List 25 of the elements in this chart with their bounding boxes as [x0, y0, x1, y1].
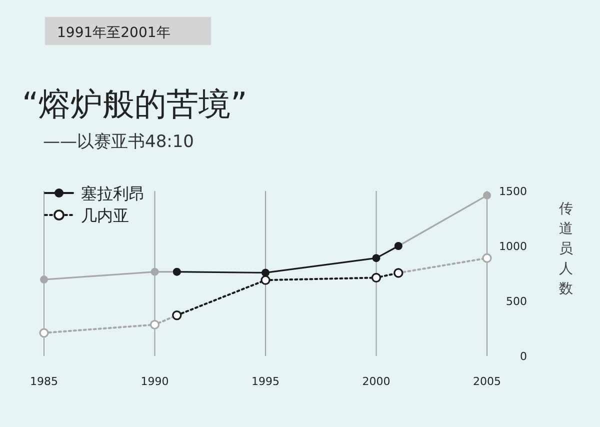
point	[260, 275, 270, 285]
x-tick-label: 1990	[140, 375, 169, 388]
x-tick-label: 1985	[30, 375, 58, 388]
legend-label: 塞拉利昂	[81, 184, 145, 203]
x-tick-label: 2005	[473, 375, 501, 388]
chart-subtitle: ——以赛亚书48:10	[43, 132, 194, 152]
point	[483, 191, 491, 200]
x-tick-label: 2000	[362, 375, 390, 388]
y-axis-title: 传道员人数	[559, 201, 573, 297]
point	[39, 328, 49, 338]
y-tick-label: 0	[520, 350, 527, 363]
y-tick-label: 500	[506, 295, 527, 308]
point	[372, 254, 380, 262]
point	[262, 268, 270, 277]
x-tick-label: 1995	[252, 375, 280, 388]
legend-label: 几内亚	[81, 206, 129, 225]
point	[150, 320, 160, 330]
chart-title: “熔炉般的苦境”	[22, 85, 248, 123]
text: 1991年至2001年	[57, 25, 170, 41]
point	[40, 276, 48, 284]
y-tick-label: 1500	[499, 185, 527, 198]
y-tick-label: 1000	[499, 240, 527, 253]
point	[482, 253, 492, 263]
point	[371, 272, 382, 282]
point	[150, 268, 159, 276]
